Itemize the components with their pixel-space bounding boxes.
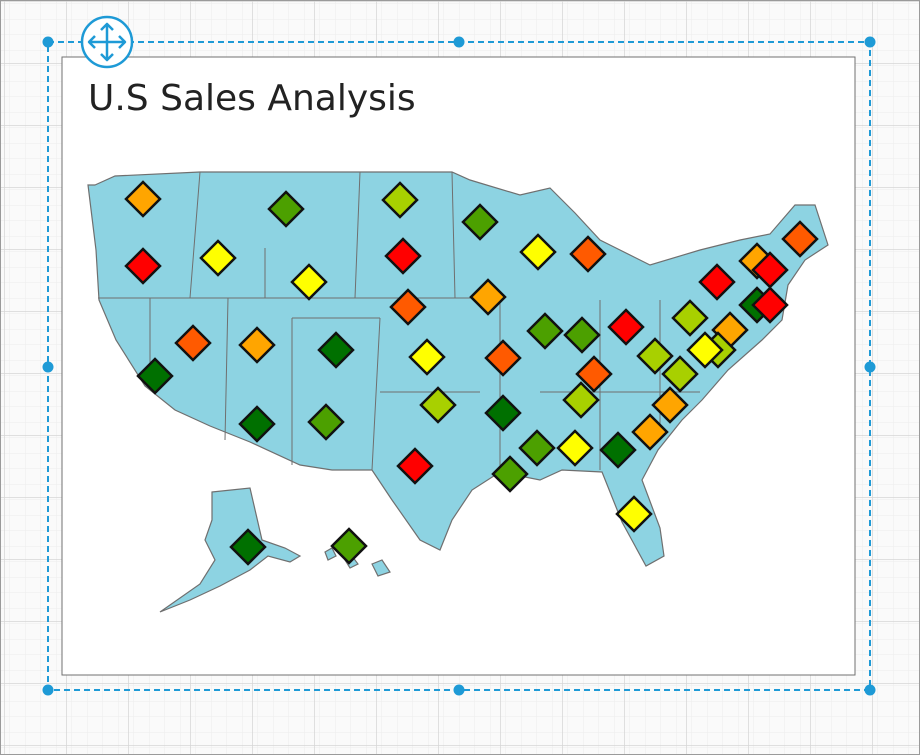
map-marker[interactable]	[781, 220, 819, 258]
map-marker[interactable]	[317, 331, 355, 369]
resize-handle[interactable]	[42, 361, 54, 373]
map-marker[interactable]	[491, 455, 529, 493]
map-marker[interactable]	[575, 355, 613, 393]
map-marker[interactable]	[651, 386, 689, 424]
map-marker[interactable]	[419, 386, 457, 424]
map-marker[interactable]	[518, 429, 556, 467]
map-marker[interactable]	[631, 413, 669, 451]
resize-handle[interactable]	[864, 36, 876, 48]
map-marker[interactable]	[136, 357, 174, 395]
map-marker[interactable]	[238, 326, 276, 364]
map-marker[interactable]	[389, 288, 427, 326]
map-marker[interactable]	[307, 403, 345, 441]
map-marker[interactable]	[569, 235, 607, 273]
map-marker[interactable]	[396, 447, 434, 485]
map-marker[interactable]	[519, 233, 557, 271]
map-marker[interactable]	[124, 247, 162, 285]
map-marker[interactable]	[562, 381, 600, 419]
map-marker[interactable]	[661, 355, 699, 393]
contiguous-us	[87, 171, 829, 567]
map-marker[interactable]	[599, 431, 637, 469]
resize-handle[interactable]	[453, 684, 465, 696]
map-marker[interactable]	[636, 337, 674, 375]
resize-handle[interactable]	[453, 36, 465, 48]
map-marker[interactable]	[267, 190, 305, 228]
map-marker[interactable]	[526, 312, 564, 350]
map-marker[interactable]	[384, 237, 422, 275]
resize-handles	[42, 36, 876, 696]
map-marker[interactable]	[238, 405, 276, 443]
map-marker[interactable]	[229, 528, 267, 566]
resize-handle[interactable]	[864, 361, 876, 373]
map-marker[interactable]	[461, 203, 499, 241]
map-marker[interactable]	[290, 263, 328, 301]
map-marker[interactable]	[408, 338, 446, 376]
map-marker[interactable]	[484, 339, 522, 377]
resize-handle[interactable]	[42, 684, 54, 696]
map-marker[interactable]	[174, 324, 212, 362]
map-marker[interactable]	[484, 394, 522, 432]
map-marker[interactable]	[751, 286, 789, 324]
widget-title: U.S Sales Analysis	[88, 78, 416, 119]
move-handle[interactable]	[80, 15, 134, 69]
alaska	[159, 487, 302, 613]
map-marker[interactable]	[671, 299, 709, 337]
map-marker[interactable]	[469, 278, 507, 316]
map-marker[interactable]	[556, 429, 594, 467]
map-marker[interactable]	[381, 181, 419, 219]
map-marker[interactable]	[563, 316, 601, 354]
map-marker[interactable]	[199, 239, 237, 277]
map-marker[interactable]	[615, 495, 653, 533]
map-marker[interactable]	[607, 308, 645, 346]
resize-handle[interactable]	[864, 684, 876, 696]
move-icon[interactable]	[87, 22, 127, 62]
map-marker[interactable]	[686, 331, 724, 369]
map-marker[interactable]	[330, 527, 368, 565]
map-marker[interactable]	[698, 263, 736, 301]
map-marker[interactable]	[124, 180, 162, 218]
marker-layer	[124, 180, 819, 566]
resize-handle[interactable]	[42, 36, 54, 48]
